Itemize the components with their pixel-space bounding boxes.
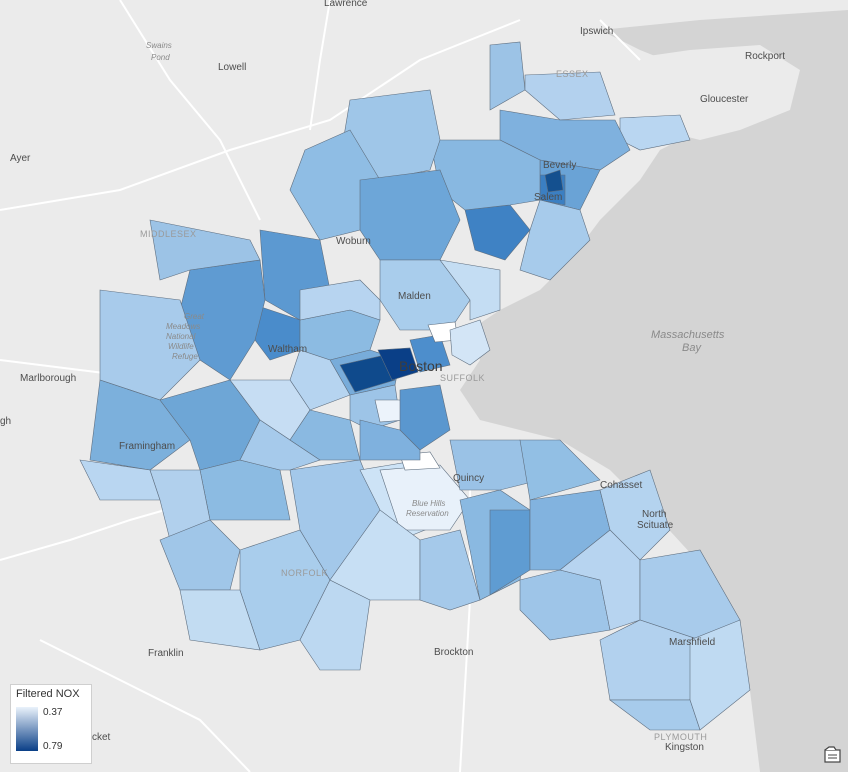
place-label-marlborough: Marlborough (20, 373, 76, 384)
layers-button[interactable] (822, 745, 844, 767)
place-label-kingston: Kingston (665, 742, 704, 753)
place-label-framingham: Framingham (119, 441, 175, 452)
park-label-refuge: Refuge (172, 352, 198, 361)
region-label-plymouth: PLYMOUTH (654, 732, 707, 742)
place-label-scituate: Scituate (637, 520, 674, 531)
park-label-national: National (166, 332, 196, 341)
region-label-essex: ESSEX (556, 69, 589, 79)
place-label-salem: Salem (534, 192, 562, 203)
water-label-bay: Bay (682, 342, 702, 354)
water-label-swains: Swains (146, 41, 172, 50)
place-label-cohasset: Cohasset (600, 480, 642, 491)
place-label-marshfield: Marshfield (669, 637, 715, 648)
park-label-meadows: Meadows (166, 322, 200, 331)
place-label-beverly: Beverly (543, 160, 576, 171)
place-label-malden: Malden (398, 291, 431, 302)
place-label-boston: Boston (399, 358, 443, 374)
layers-icon (824, 746, 841, 763)
park-label-blue-hills: Blue Hills (412, 499, 445, 508)
choropleth-tracts (79, 41, 751, 731)
legend-title: Filtered NOX (16, 688, 80, 700)
region-label-middlesex: MIDDLESEX (140, 229, 197, 239)
place-label-gloucester: Gloucester (700, 94, 749, 105)
place-label-brockton: Brockton (434, 647, 473, 658)
water-label-pond: Pond (151, 53, 170, 62)
place-label-lowell: Lowell (218, 62, 246, 73)
place-label-franklin: Franklin (148, 648, 184, 659)
region-label-norfolk: NORFOLK (281, 568, 328, 578)
place-label-edge-h: gh (0, 416, 11, 427)
place-label-edge-cket: cket (92, 732, 111, 743)
legend-min-label: 0.79 (43, 741, 63, 752)
place-label-ipswich: Ipswich (580, 26, 613, 37)
place-label-lawrence: Lawrence (324, 0, 368, 9)
region-label-suffolk: SUFFOLK (440, 373, 485, 383)
ocean (460, 10, 848, 772)
park-label-great: Great (184, 312, 205, 321)
place-label-north: North (642, 509, 666, 520)
park-label-reservation: Reservation (406, 509, 449, 518)
water-label-massachusetts: Massachusetts (651, 329, 725, 341)
place-label-quincy: Quincy (453, 473, 484, 484)
legend-max-label: 0.37 (43, 707, 63, 718)
place-label-rockport: Rockport (745, 51, 785, 62)
legend-color-ramp (16, 707, 38, 751)
map-labels: Lawrence Ipswich Rockport Gloucester Low… (0, 0, 785, 753)
park-label-wildlife: Wildlife (168, 342, 194, 351)
legend: Filtered NOX 0.37 0.79 (10, 684, 92, 764)
place-label-waltham: Waltham (268, 344, 307, 355)
place-label-ayer: Ayer (10, 153, 31, 164)
place-label-woburn: Woburn (336, 236, 371, 247)
